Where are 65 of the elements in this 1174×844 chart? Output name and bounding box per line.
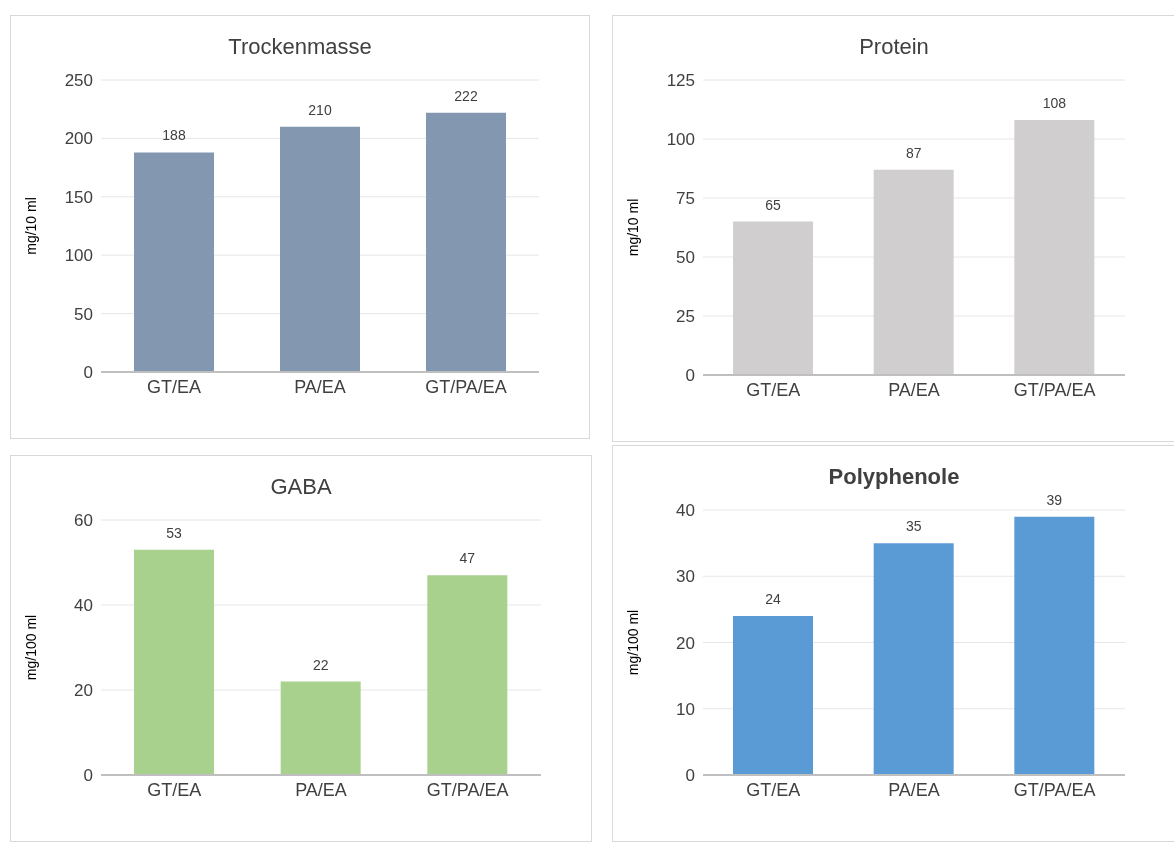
data-label: 47: [459, 550, 476, 567]
data-label: 108: [1042, 95, 1067, 112]
y-tick-label: 50: [74, 304, 93, 324]
y-tick-label: 0: [83, 766, 93, 786]
x-tick-label: GT/PA/EA: [425, 376, 507, 397]
y-tick-label: 250: [64, 71, 93, 91]
data-label: 188: [162, 127, 186, 144]
data-label: 53: [166, 524, 182, 541]
y-tick-label: 10: [676, 699, 695, 719]
bar: [873, 543, 954, 775]
bar: [733, 221, 813, 375]
bar: [134, 549, 214, 775]
data-label: 210: [308, 101, 332, 118]
y-tick-label: 100: [64, 246, 93, 266]
data-label: 24: [765, 591, 781, 607]
y-tick-label: 125: [666, 71, 695, 91]
bar: [426, 112, 506, 372]
y-tick-label: 150: [64, 187, 93, 207]
bar: [873, 169, 954, 375]
y-tick-label: 100: [666, 130, 695, 150]
bar: [427, 575, 508, 775]
y-tick-label: 30: [676, 567, 695, 587]
x-tick-label: GT/PA/EA: [1013, 779, 1096, 800]
data-label: 222: [454, 87, 478, 104]
bar: [280, 126, 360, 372]
x-tick-label: GT/EA: [147, 779, 202, 800]
x-tick-label: PA/EA: [888, 379, 940, 400]
y-axis-title: mg/10 ml: [22, 197, 39, 255]
data-label: 87: [905, 144, 922, 161]
chart-title: Protein: [858, 34, 930, 60]
y-tick-label: 25: [676, 307, 695, 327]
data-label: 22: [312, 656, 329, 673]
x-tick-label: GT/EA: [146, 376, 202, 397]
y-tick-label: 40: [676, 501, 695, 521]
y-axis-title: mg/100 ml: [624, 609, 641, 676]
data-label: 39: [1046, 491, 1063, 508]
y-tick-label: 0: [83, 363, 93, 383]
y-tick-label: 0: [685, 366, 695, 386]
chart-title: Polyphenole: [827, 464, 961, 490]
bar: [733, 616, 813, 775]
y-tick-label: 50: [676, 248, 695, 268]
bar: [1014, 516, 1095, 775]
y-tick-label: 20: [74, 681, 93, 701]
y-tick-label: 20: [676, 633, 695, 653]
y-tick-label: 0: [685, 766, 695, 786]
y-axis-title: mg/100 ml: [22, 614, 39, 681]
data-label: 65: [765, 196, 781, 213]
chart-title: Trockenmasse: [227, 34, 373, 60]
x-tick-label: PA/EA: [888, 779, 940, 800]
y-tick-label: 200: [64, 129, 93, 149]
x-tick-label: PA/EA: [295, 779, 347, 800]
bar: [1014, 120, 1095, 375]
x-tick-label: GT/EA: [746, 379, 801, 400]
x-tick-label: GT/PA/EA: [1013, 379, 1096, 400]
y-tick-label: 40: [74, 596, 93, 616]
bar: [280, 681, 361, 775]
y-tick-label: 60: [74, 511, 93, 531]
x-tick-label: GT/PA/EA: [426, 779, 509, 800]
x-tick-label: PA/EA: [294, 376, 346, 397]
x-tick-label: GT/EA: [746, 779, 801, 800]
bar: [134, 152, 214, 372]
y-axis-title: mg/10 ml: [624, 198, 641, 257]
y-tick-label: 75: [676, 189, 695, 209]
chart-title: GABA: [269, 474, 333, 500]
data-label: 35: [905, 518, 922, 535]
